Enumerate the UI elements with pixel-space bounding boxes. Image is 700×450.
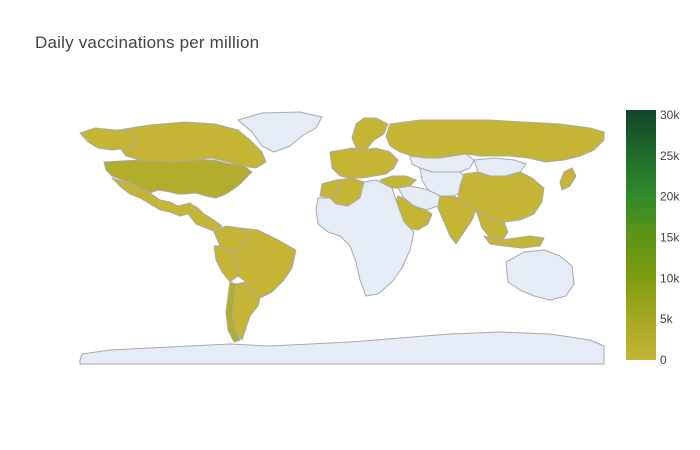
- colorbar-gradient: [626, 110, 656, 360]
- region-australia[interactable]: [505, 249, 575, 301]
- region-alaska[interactable]: [79, 127, 139, 151]
- colorbar-tick-label: 10k: [660, 271, 680, 285]
- region-united-states[interactable]: [103, 159, 253, 199]
- region-antarctica[interactable]: [79, 331, 605, 365]
- colorbar-tick-label: 0: [660, 353, 667, 367]
- land-layer: [79, 111, 605, 365]
- colorbar: 0 5k 10k 15k 20k 25k 30k: [626, 108, 680, 367]
- region-russia[interactable]: [385, 119, 605, 163]
- region-western-europe[interactable]: [329, 147, 399, 179]
- colorbar-tick-label: 15k: [660, 231, 680, 245]
- region-india[interactable]: [437, 195, 477, 245]
- colorbar-tick-label: 20k: [660, 190, 680, 204]
- colorbar-tick-label: 25k: [660, 149, 680, 163]
- colorbar-tick-label: 30k: [660, 108, 680, 122]
- region-chile[interactable]: [225, 281, 241, 343]
- region-central-america[interactable]: [187, 207, 223, 233]
- region-peru[interactable]: [213, 245, 239, 283]
- region-southeast-asia[interactable]: [475, 209, 509, 245]
- chart-title: Daily vaccinations per million: [35, 33, 260, 52]
- colorbar-tick-label: 5k: [660, 312, 674, 326]
- region-africa[interactable]: [315, 179, 415, 297]
- region-indonesia[interactable]: [483, 235, 545, 249]
- region-japan[interactable]: [559, 167, 577, 191]
- region-scandinavia[interactable]: [351, 117, 389, 151]
- region-greenland[interactable]: [237, 111, 323, 153]
